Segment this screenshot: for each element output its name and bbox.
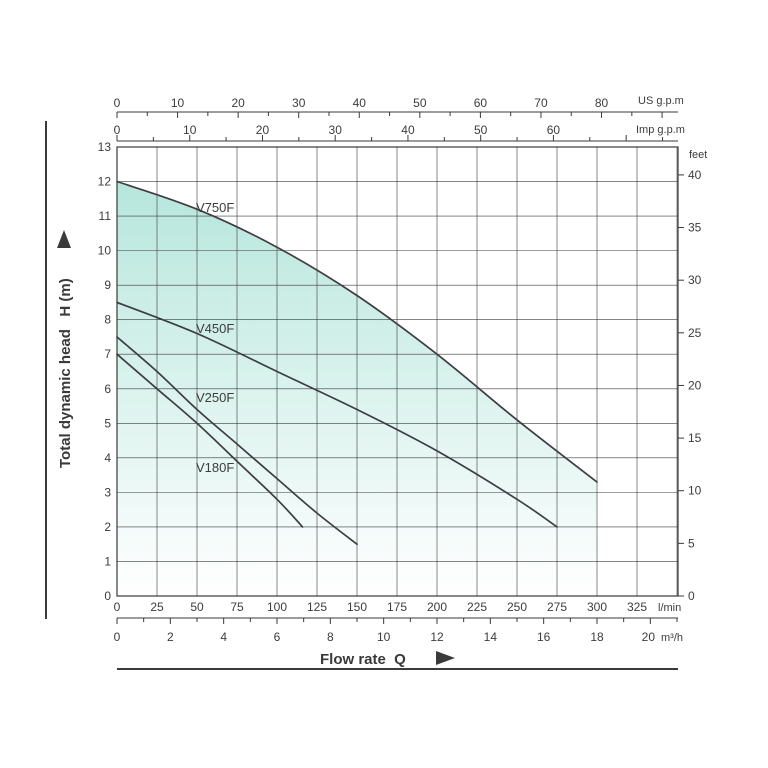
curve-v250f — [116, 336, 358, 546]
plot-frame — [116, 146, 679, 597]
x-tick-label: 0 — [114, 600, 121, 614]
imp-gpm-tick-label: 30 — [329, 123, 343, 137]
x-tick-label: 325 — [627, 600, 647, 614]
us-gpm-tick-label: 70 — [534, 96, 548, 110]
x-tick-label: 225 — [467, 600, 487, 614]
x-tick-label: 250 — [507, 600, 527, 614]
feet-tick-label: 35 — [688, 221, 702, 235]
x-tick-label: 25 — [150, 600, 164, 614]
feet-tick-label: 30 — [688, 273, 702, 287]
us-gpm-tick-label: 80 — [595, 96, 609, 110]
y-tick-label: 1 — [104, 554, 111, 568]
x-tick-label: 300 — [587, 600, 607, 614]
curve-v450f — [116, 301, 558, 528]
m3h-tick-label: 12 — [430, 630, 444, 644]
m3h-tick-label: 10 — [377, 630, 391, 644]
m3h-tick-label: 6 — [274, 630, 281, 644]
curve-v180f — [116, 353, 304, 528]
x-tick-label: 150 — [347, 600, 367, 614]
us-gpm-tick-label: 40 — [353, 96, 367, 110]
curve-label-v250f: V250F — [196, 390, 234, 405]
m3h-tick-label: 16 — [537, 630, 551, 644]
x-tick-label: 75 — [230, 600, 244, 614]
y-tick-label: 3 — [104, 485, 111, 499]
y-tick-label: 12 — [98, 175, 112, 189]
x-tick-label: 125 — [307, 600, 327, 614]
m3h-tick-label: 20 — [642, 630, 656, 644]
y-tick-label: 5 — [104, 416, 111, 430]
feet-tick-label: 0 — [688, 589, 695, 603]
m3h-tick-label: 14 — [484, 630, 498, 644]
m3h-tick-label: 0 — [114, 630, 121, 644]
curve-label-v450f: V450F — [196, 321, 234, 336]
feet-tick-label: 15 — [688, 431, 702, 445]
us-gpm-tick-label: 0 — [114, 96, 121, 110]
curve-label-v750f: V750F — [196, 200, 234, 215]
feet-tick-label: 10 — [688, 484, 702, 498]
us-gpm-unit-label: US g.p.m — [638, 95, 684, 107]
feet-tick-label: 20 — [688, 378, 702, 392]
y-tick-label: 0 — [104, 589, 111, 603]
x-tick-label: 175 — [387, 600, 407, 614]
m3h-tick-label: 8 — [327, 630, 334, 644]
us-gpm-tick-label: 60 — [474, 96, 488, 110]
imp-gpm-tick-label: 10 — [183, 123, 197, 137]
x-tick-label: 50 — [190, 600, 204, 614]
y-tick-label: 7 — [104, 347, 111, 361]
us-gpm-tick-label: 10 — [171, 96, 185, 110]
lmin-unit-label: l/min — [658, 602, 681, 614]
feet-tick-label: 25 — [688, 326, 702, 340]
x-axis-title: Flow rate Q — [320, 651, 406, 668]
imp-gpm-tick-label: 50 — [474, 123, 488, 137]
y-tick-label: 2 — [104, 520, 111, 534]
imp-gpm-tick-label: 60 — [547, 123, 561, 137]
m3h-tick-label: 4 — [220, 630, 227, 644]
y-axis-title: Total dynamic head H (m) — [57, 278, 74, 468]
us-gpm-tick-label: 50 — [413, 96, 427, 110]
y-tick-label: 10 — [98, 244, 112, 258]
feet-unit-label: feet — [689, 149, 707, 161]
m3h-tick-label: 18 — [590, 630, 604, 644]
curve-v750f — [116, 180, 598, 483]
us-gpm-tick-label: 30 — [292, 96, 306, 110]
y-tick-label: 4 — [104, 451, 111, 465]
y-tick-label: 13 — [98, 140, 112, 154]
feet-tick-label: 5 — [688, 536, 695, 550]
imp-gpm-tick-label: 20 — [256, 123, 270, 137]
y-tick-label: 11 — [99, 209, 112, 223]
x-tick-label: 275 — [547, 600, 567, 614]
x-tick-label: 100 — [267, 600, 287, 614]
feet-tick-label: 40 — [688, 168, 702, 182]
y-tick-label: 9 — [104, 278, 111, 292]
imp-gpm-unit-label: Imp g.p.m — [636, 124, 685, 136]
m3h-unit-label: m³/h — [661, 632, 683, 644]
curve-label-v180f: V180F — [196, 460, 234, 475]
imp-gpm-tick-label: 40 — [401, 123, 415, 137]
imp-gpm-tick-label: 0 — [114, 123, 121, 137]
y-tick-label: 6 — [104, 382, 111, 396]
us-gpm-tick-label: 20 — [231, 96, 245, 110]
m3h-tick-label: 2 — [167, 630, 174, 644]
x-tick-label: 200 — [427, 600, 447, 614]
y-axis-title-arrow — [57, 230, 71, 248]
y-tick-label: 8 — [104, 313, 111, 327]
x-axis-title-arrow — [436, 651, 455, 665]
